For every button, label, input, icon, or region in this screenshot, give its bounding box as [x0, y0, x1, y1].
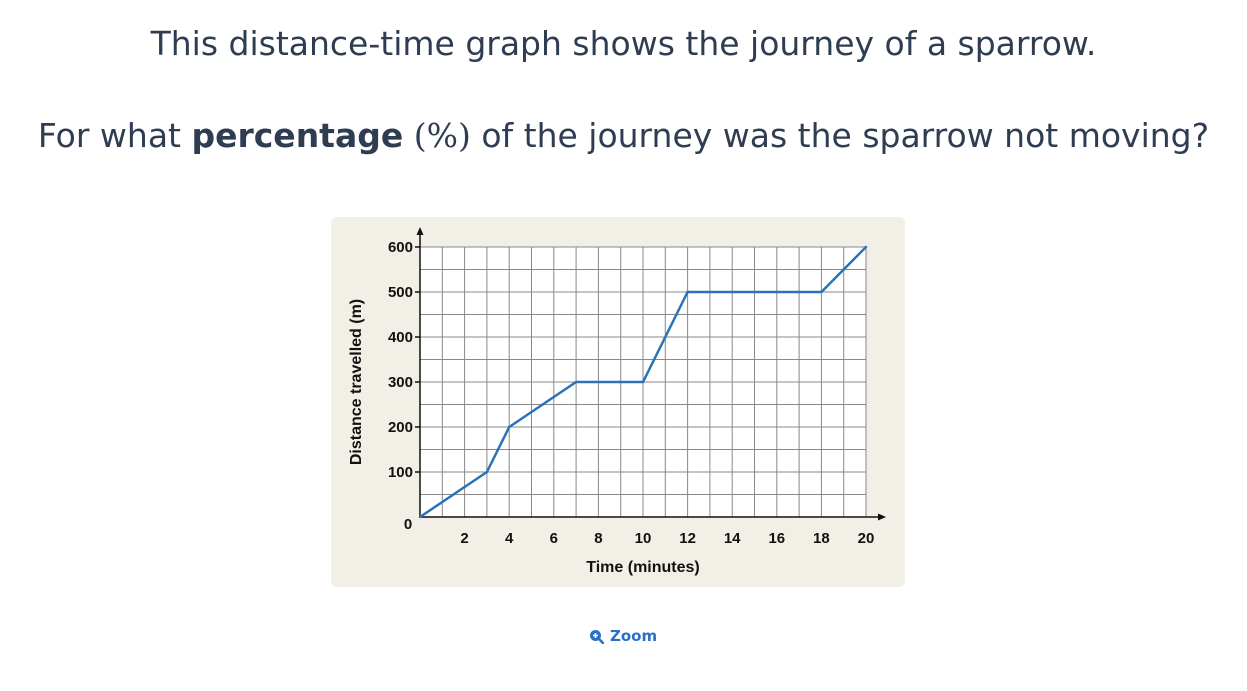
data-point [820, 290, 823, 294]
x-tick-label: 18 [813, 530, 830, 547]
zoom-in-icon [590, 629, 604, 644]
y-tick-label: 200 [388, 419, 413, 436]
x-tick-label: 8 [594, 530, 602, 547]
x-tick-label: 6 [550, 530, 558, 547]
x-tick-label: 4 [505, 530, 514, 547]
x-tick-label: 12 [679, 530, 696, 547]
question-line-1: This distance-time graph shows the journ… [150, 24, 1097, 63]
y-tick-label: 500 [388, 284, 413, 301]
question-line-2: For what percentage (%) of the journey w… [0, 116, 1247, 155]
x-axis-arrow [878, 513, 886, 521]
y-tick-label: 300 [388, 374, 413, 391]
y-tick-label: 400 [388, 329, 413, 346]
origin-label: 0 [404, 516, 412, 533]
y-tick-label: 100 [388, 464, 413, 481]
question-keyword: percentage [191, 116, 404, 155]
data-point [574, 380, 578, 384]
y-tick-label: 600 [388, 239, 413, 256]
data-point [485, 470, 489, 474]
x-axis-title: Time (minutes) [586, 559, 700, 576]
data-point [864, 245, 868, 249]
data-point [508, 425, 511, 429]
y-axis-arrow [416, 227, 424, 235]
question-prefix: For what [37, 116, 192, 155]
x-tick-label: 10 [635, 530, 652, 547]
percent-symbol: (%) [403, 116, 471, 155]
data-point [641, 380, 645, 384]
zoom-label: Zoom [610, 627, 658, 645]
x-tick-label: 2 [460, 530, 468, 547]
distance-time-chart: 100 200 300 400 500 600 0 2 4 6 8 10 12 14 16 18 20 Time … [348, 227, 886, 576]
x-tick-label: 14 [724, 530, 741, 547]
chart-card: 100 200 300 400 500 600 0 2 4 6 8 10 12 14 16 18 20 Time … [331, 217, 905, 587]
question-suffix: of the journey was the sparrow not movin… [470, 116, 1210, 155]
data-point [686, 290, 689, 294]
data-point [418, 515, 422, 519]
x-tick-label: 20 [858, 530, 875, 547]
series-line [419, 246, 867, 519]
y-axis-title: Distance travelled (m) [348, 299, 365, 465]
zoom-button[interactable]: Zoom [589, 624, 657, 648]
x-tick-label: 16 [768, 530, 785, 547]
